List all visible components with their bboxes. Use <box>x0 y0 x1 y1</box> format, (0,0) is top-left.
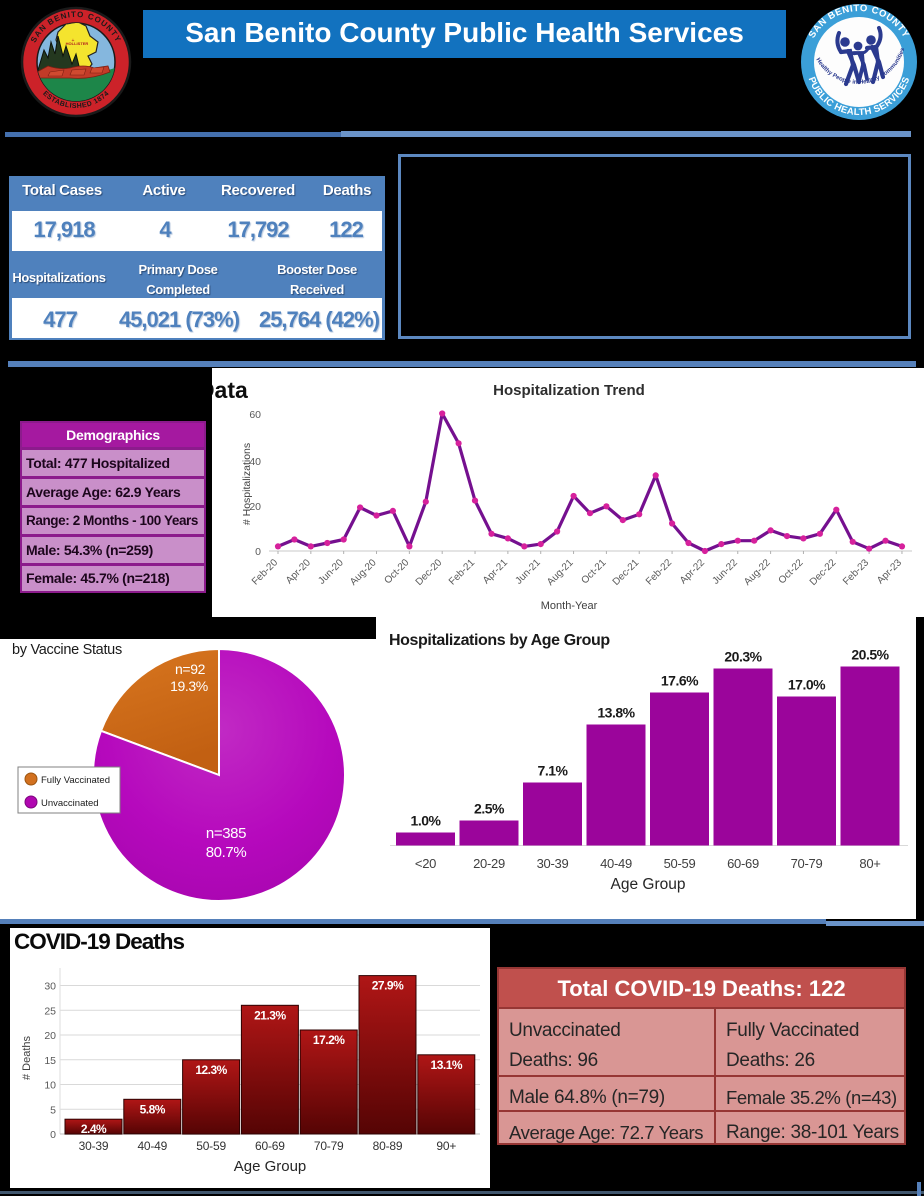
svg-text:Dec-20: Dec-20 <box>414 557 445 588</box>
svg-text:Hospitalizations by Age Group: Hospitalizations by Age Group <box>389 632 610 649</box>
svg-text:17.6%: 17.6% <box>661 673 699 689</box>
svg-text:7.1%: 7.1% <box>538 763 569 779</box>
svg-text:13.8%: 13.8% <box>597 705 635 721</box>
svg-text:30: 30 <box>44 981 56 993</box>
svg-text:Unvaccinated: Unvaccinated <box>41 798 99 809</box>
svg-text:Fully Vaccinated: Fully Vaccinated <box>41 775 110 786</box>
svg-text:40: 40 <box>249 456 261 468</box>
svg-text:19.3%: 19.3% <box>170 678 208 694</box>
svg-text:<20: <20 <box>415 856 436 871</box>
svg-text:Apr-21: Apr-21 <box>481 557 510 586</box>
svg-text:HOLLISTER: HOLLISTER <box>66 41 89 46</box>
svg-text:30-39: 30-39 <box>537 856 569 871</box>
svg-text:2.4%: 2.4% <box>81 1122 107 1136</box>
svg-text:70-79: 70-79 <box>314 1139 344 1153</box>
svg-text:10: 10 <box>44 1080 56 1092</box>
svg-text:17.2%: 17.2% <box>313 1033 345 1047</box>
svg-text:0: 0 <box>255 546 261 558</box>
svg-text:20: 20 <box>44 1030 56 1042</box>
svg-text:90+: 90+ <box>436 1139 456 1153</box>
svg-text:Apr-22: Apr-22 <box>678 557 707 586</box>
svg-text:15: 15 <box>44 1055 56 1067</box>
svg-text:Aug-22: Aug-22 <box>742 557 773 588</box>
svg-text:80+: 80+ <box>859 856 880 871</box>
svg-text:Hospitalization Trend: Hospitalization Trend <box>493 382 645 399</box>
svg-text:Apr-23: Apr-23 <box>875 557 904 586</box>
svg-text:30-39: 30-39 <box>79 1139 109 1153</box>
svg-text:60-69: 60-69 <box>255 1139 285 1153</box>
svg-text:Jun-21: Jun-21 <box>513 557 543 587</box>
svg-text:Dec-21: Dec-21 <box>611 557 642 588</box>
svg-text:n=92: n=92 <box>175 661 206 677</box>
svg-text:+: + <box>72 38 75 44</box>
svg-text:40-49: 40-49 <box>137 1139 167 1153</box>
svg-text:Oct-21: Oct-21 <box>580 557 609 586</box>
svg-text:0: 0 <box>50 1129 56 1141</box>
svg-text:# Hospitalizations: # Hospitalizations <box>241 443 253 525</box>
svg-text:50-59: 50-59 <box>664 856 696 871</box>
svg-text:Feb-20: Feb-20 <box>250 557 280 587</box>
svg-text:25: 25 <box>44 1005 56 1017</box>
svg-text:Month-Year: Month-Year <box>541 600 598 612</box>
svg-text:Feb-23: Feb-23 <box>841 557 871 587</box>
svg-text:20: 20 <box>249 501 261 513</box>
svg-text:Jun-20: Jun-20 <box>316 557 346 587</box>
svg-text:20.5%: 20.5% <box>851 647 889 663</box>
svg-text:20-29: 20-29 <box>473 856 505 871</box>
svg-text:Apr-20: Apr-20 <box>284 557 313 586</box>
svg-text:60: 60 <box>249 409 261 421</box>
svg-text:20.3%: 20.3% <box>724 649 762 665</box>
svg-text:# Deaths: # Deaths <box>21 1035 33 1080</box>
svg-text:70-79: 70-79 <box>791 856 823 871</box>
svg-text:1.0%: 1.0% <box>411 813 442 829</box>
svg-text:Oct-22: Oct-22 <box>777 557 806 586</box>
svg-text:Oct-20: Oct-20 <box>382 557 411 586</box>
svg-text:40-49: 40-49 <box>600 856 632 871</box>
svg-text:Age Group: Age Group <box>234 1158 307 1175</box>
svg-text:27.9%: 27.9% <box>372 979 404 993</box>
svg-text:12.3%: 12.3% <box>195 1063 227 1077</box>
svg-text:21.3%: 21.3% <box>254 1008 286 1022</box>
svg-text:Feb-22: Feb-22 <box>644 557 674 587</box>
svg-text:50-59: 50-59 <box>196 1139 226 1153</box>
svg-text:Aug-21: Aug-21 <box>545 557 576 588</box>
svg-text:17.0%: 17.0% <box>788 677 826 693</box>
svg-text:Dec-22: Dec-22 <box>808 557 839 588</box>
svg-text:60-69: 60-69 <box>727 856 759 871</box>
svg-text:80-89: 80-89 <box>373 1139 403 1153</box>
svg-text:13.1%: 13.1% <box>431 1058 463 1072</box>
svg-text:5.8%: 5.8% <box>140 1102 166 1116</box>
svg-text:Feb-21: Feb-21 <box>447 557 477 587</box>
svg-text:80.7%: 80.7% <box>206 844 247 861</box>
svg-text:n=385: n=385 <box>206 825 246 842</box>
svg-text:5: 5 <box>50 1104 56 1116</box>
svg-text:Aug-20: Aug-20 <box>348 557 379 588</box>
svg-text:Age Group: Age Group <box>611 876 686 893</box>
svg-text:2.5%: 2.5% <box>474 801 505 817</box>
svg-text:Jun-22: Jun-22 <box>710 557 740 587</box>
